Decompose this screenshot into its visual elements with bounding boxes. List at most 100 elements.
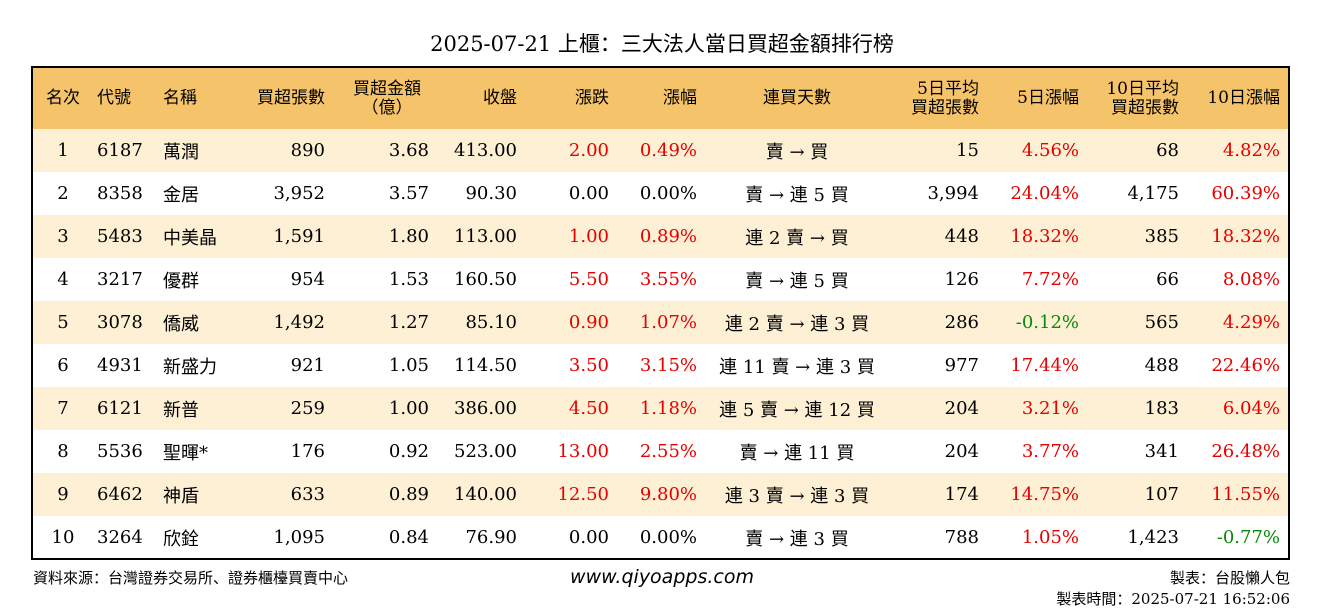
cell-name: 僑威 (163, 313, 199, 335)
header-buy-amount: 買超金額 （億） (335, 68, 439, 129)
table-row: 4 3217 優群 954 1.53 160.50 5.50 3.55% 賣 → 連 5 買 12… (33, 258, 1288, 301)
table-row: 9 6462 神盾 633 0.89 140.00 12.50 9.80% 連 3 賣 → 連 … (33, 473, 1288, 516)
cell-code: 6462 (97, 484, 143, 505)
header-buy-amount-line1: 買超金額 (353, 78, 421, 99)
cell-streak: 賣 → 買 (765, 141, 829, 163)
cell-code: 8358 (97, 183, 143, 204)
cell-buy-lots: 1,095 (273, 527, 325, 548)
cell-code: 3078 (97, 312, 143, 333)
header-rank: 名次 (46, 88, 80, 108)
cell-streak: 賣 → 連 3 買 (745, 528, 849, 550)
cell-pct10: 4.29% (1222, 312, 1280, 333)
cell-avg10: 565 (1144, 312, 1179, 333)
cell-pct10: 60.39% (1211, 183, 1280, 204)
cell-buy-lots: 1,492 (273, 312, 325, 333)
cell-code: 4931 (97, 355, 143, 376)
cell-name: 萬潤 (163, 141, 199, 163)
cell-pct: 0.89% (639, 226, 697, 247)
header-close: 收盤 (483, 88, 517, 108)
header-name: 名稱 (163, 88, 197, 108)
cell-buy-amount: 0.92 (388, 441, 429, 462)
cell-buy-amount: 0.89 (388, 484, 429, 505)
cell-rank: 2 (57, 183, 69, 204)
cell-rank: 3 (57, 226, 69, 247)
cell-name: 優群 (163, 270, 199, 292)
cell-buy-amount: 3.57 (388, 183, 429, 204)
cell-avg10: 341 (1144, 441, 1179, 462)
website-link[interactable]: www.qiyoapps.com (570, 566, 754, 588)
header-avg5: 5日平均 買超張數 (887, 68, 989, 129)
author-credit: 製表：台股懶人包 (1169, 569, 1290, 587)
cell-change: 13.00 (557, 441, 609, 462)
cell-pct5: -0.12% (1015, 312, 1079, 333)
cell-name: 欣銓 (163, 528, 199, 550)
cell-buy-lots: 259 (290, 398, 325, 419)
header-pct10: 10日漲幅 (1207, 88, 1280, 108)
cell-avg10: 107 (1144, 484, 1179, 505)
cell-avg5: 126 (944, 269, 979, 290)
cell-avg10: 4,175 (1127, 183, 1179, 204)
cell-pct10: 6.04% (1222, 398, 1280, 419)
cell-rank: 7 (57, 398, 69, 419)
generated-time: 製表時間：2025-07-21 16:52:06 (1056, 590, 1290, 608)
cell-change: 1.00 (568, 226, 609, 247)
cell-avg5: 15 (956, 140, 979, 161)
cell-buy-lots: 890 (290, 140, 325, 161)
cell-streak: 賣 → 連 5 買 (745, 184, 849, 206)
cell-pct5: 3.21% (1021, 398, 1079, 419)
cell-avg5: 204 (944, 398, 979, 419)
cell-pct: 0.00% (639, 183, 697, 204)
cell-pct10: -0.77% (1216, 527, 1280, 548)
cell-change: 0.90 (568, 312, 609, 333)
cell-pct5: 3.77% (1021, 441, 1079, 462)
header-buy-amount-line2: （億） (361, 97, 413, 118)
cell-name: 新普 (163, 399, 199, 421)
cell-streak: 連 5 賣 → 連 12 買 (719, 399, 875, 421)
cell-name: 神盾 (163, 485, 199, 507)
cell-pct: 2.55% (639, 441, 697, 462)
cell-pct: 0.00% (639, 527, 697, 548)
cell-code: 5536 (97, 441, 143, 462)
ranking-table: 名次 代號 名稱 買超張數 買超金額 （億） 收盤 漲跌 漲幅 連買天數 5日平… (31, 66, 1290, 560)
cell-streak: 賣 → 連 11 買 (739, 442, 855, 464)
header-avg10-line2: 買超張數 (1111, 97, 1179, 118)
cell-avg5: 204 (944, 441, 979, 462)
cell-buy-amount: 1.80 (388, 226, 429, 247)
cell-buy-lots: 3,952 (273, 183, 325, 204)
cell-pct5: 1.05% (1021, 527, 1079, 548)
cell-buy-lots: 921 (290, 355, 325, 376)
cell-change: 3.50 (568, 355, 609, 376)
cell-avg10: 1,423 (1127, 527, 1179, 548)
cell-avg5: 448 (944, 226, 979, 247)
cell-avg10: 183 (1144, 398, 1179, 419)
cell-buy-lots: 633 (290, 484, 325, 505)
cell-pct: 1.18% (639, 398, 697, 419)
cell-code: 6121 (97, 398, 143, 419)
cell-buy-amount: 0.84 (388, 527, 429, 548)
cell-avg10: 68 (1156, 140, 1179, 161)
cell-name: 中美晶 (163, 227, 217, 249)
cell-close: 386.00 (454, 398, 517, 419)
cell-code: 3264 (97, 527, 143, 548)
table-row: 8 5536 聖暉* 176 0.92 523.00 13.00 2.55% 賣 → 連 11 … (33, 430, 1288, 473)
header-change: 漲跌 (575, 88, 609, 108)
table-header-row: 名次 代號 名稱 買超張數 買超金額 （億） 收盤 漲跌 漲幅 連買天數 5日平… (33, 68, 1288, 129)
cell-rank: 8 (57, 441, 69, 462)
cell-name: 金居 (163, 184, 199, 206)
table-body: 1 6187 萬潤 890 3.68 413.00 2.00 0.49% 賣 → 買 15 4.56… (33, 129, 1288, 558)
cell-change: 12.50 (557, 484, 609, 505)
cell-pct5: 14.75% (1010, 484, 1079, 505)
cell-code: 5483 (97, 226, 143, 247)
cell-pct: 1.07% (639, 312, 697, 333)
cell-close: 113.00 (454, 226, 517, 247)
cell-rank: 5 (57, 312, 69, 333)
cell-name: 聖暉* (163, 442, 208, 464)
header-buy-lots: 買超張數 (257, 88, 325, 108)
cell-close: 160.50 (454, 269, 517, 290)
cell-streak: 連 2 賣 → 買 (745, 227, 849, 249)
header-pct5: 5日漲幅 (1017, 88, 1079, 108)
cell-name: 新盛力 (163, 356, 217, 378)
cell-avg5: 174 (944, 484, 979, 505)
cell-close: 85.10 (465, 312, 517, 333)
cell-change: 2.00 (568, 140, 609, 161)
